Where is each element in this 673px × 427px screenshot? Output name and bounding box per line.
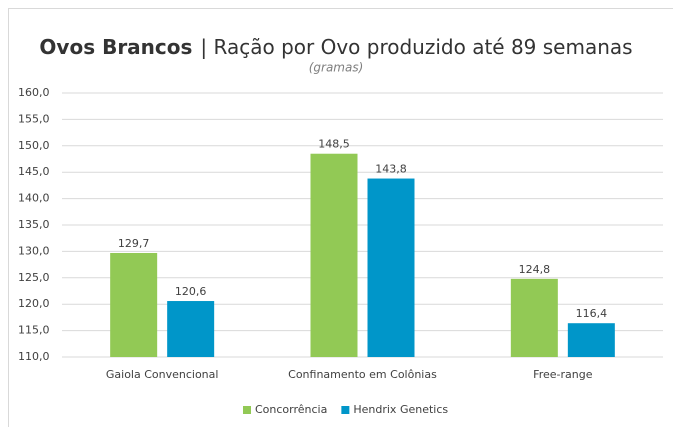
y-tick-label: 150,0	[18, 139, 50, 152]
y-tick-label: 140,0	[18, 192, 50, 205]
y-tick-label: 130,0	[18, 244, 50, 257]
title-bold: Ovos Brancos	[39, 35, 192, 59]
y-tick-label: 120,0	[18, 297, 50, 310]
y-tick-label: 155,0	[18, 112, 50, 125]
chart-title: Ovos Brancos | Ração por Ovo produzido at…	[39, 35, 632, 59]
y-tick-label: 135,0	[18, 218, 50, 231]
y-tick-label: 125,0	[18, 271, 50, 284]
legend-label: Concorrência	[255, 403, 327, 416]
y-tick-label: 160,0	[18, 86, 50, 99]
x-tick-label: Free-range	[533, 368, 593, 381]
value-label: 129,7	[118, 237, 150, 250]
bar	[567, 323, 615, 357]
bar	[310, 153, 358, 357]
chart-border	[8, 8, 673, 427]
legend-label: Hendrix Genetics	[353, 403, 448, 416]
bar	[510, 278, 558, 357]
legend-swatch	[243, 406, 251, 414]
y-tick-label: 145,0	[18, 165, 50, 178]
x-tick-label: Gaiola Convencional	[106, 368, 219, 381]
value-label: 143,8	[375, 163, 407, 176]
title-rest: | Ração por Ovo produzido até 89 semanas	[200, 35, 632, 59]
value-label: 124,8	[519, 263, 551, 276]
bar	[110, 252, 158, 357]
bar	[167, 301, 215, 357]
value-label: 148,5	[318, 138, 350, 151]
chart-subtitle: (gramas)	[309, 61, 364, 75]
y-tick-label: 115,0	[18, 324, 50, 337]
bar	[367, 178, 415, 357]
value-label: 116,4	[576, 307, 608, 320]
value-label: 120,6	[175, 285, 207, 298]
x-tick-label: Confinamento em Colônias	[288, 368, 437, 381]
legend-swatch	[341, 406, 350, 414]
y-tick-label: 110,0	[18, 350, 50, 363]
